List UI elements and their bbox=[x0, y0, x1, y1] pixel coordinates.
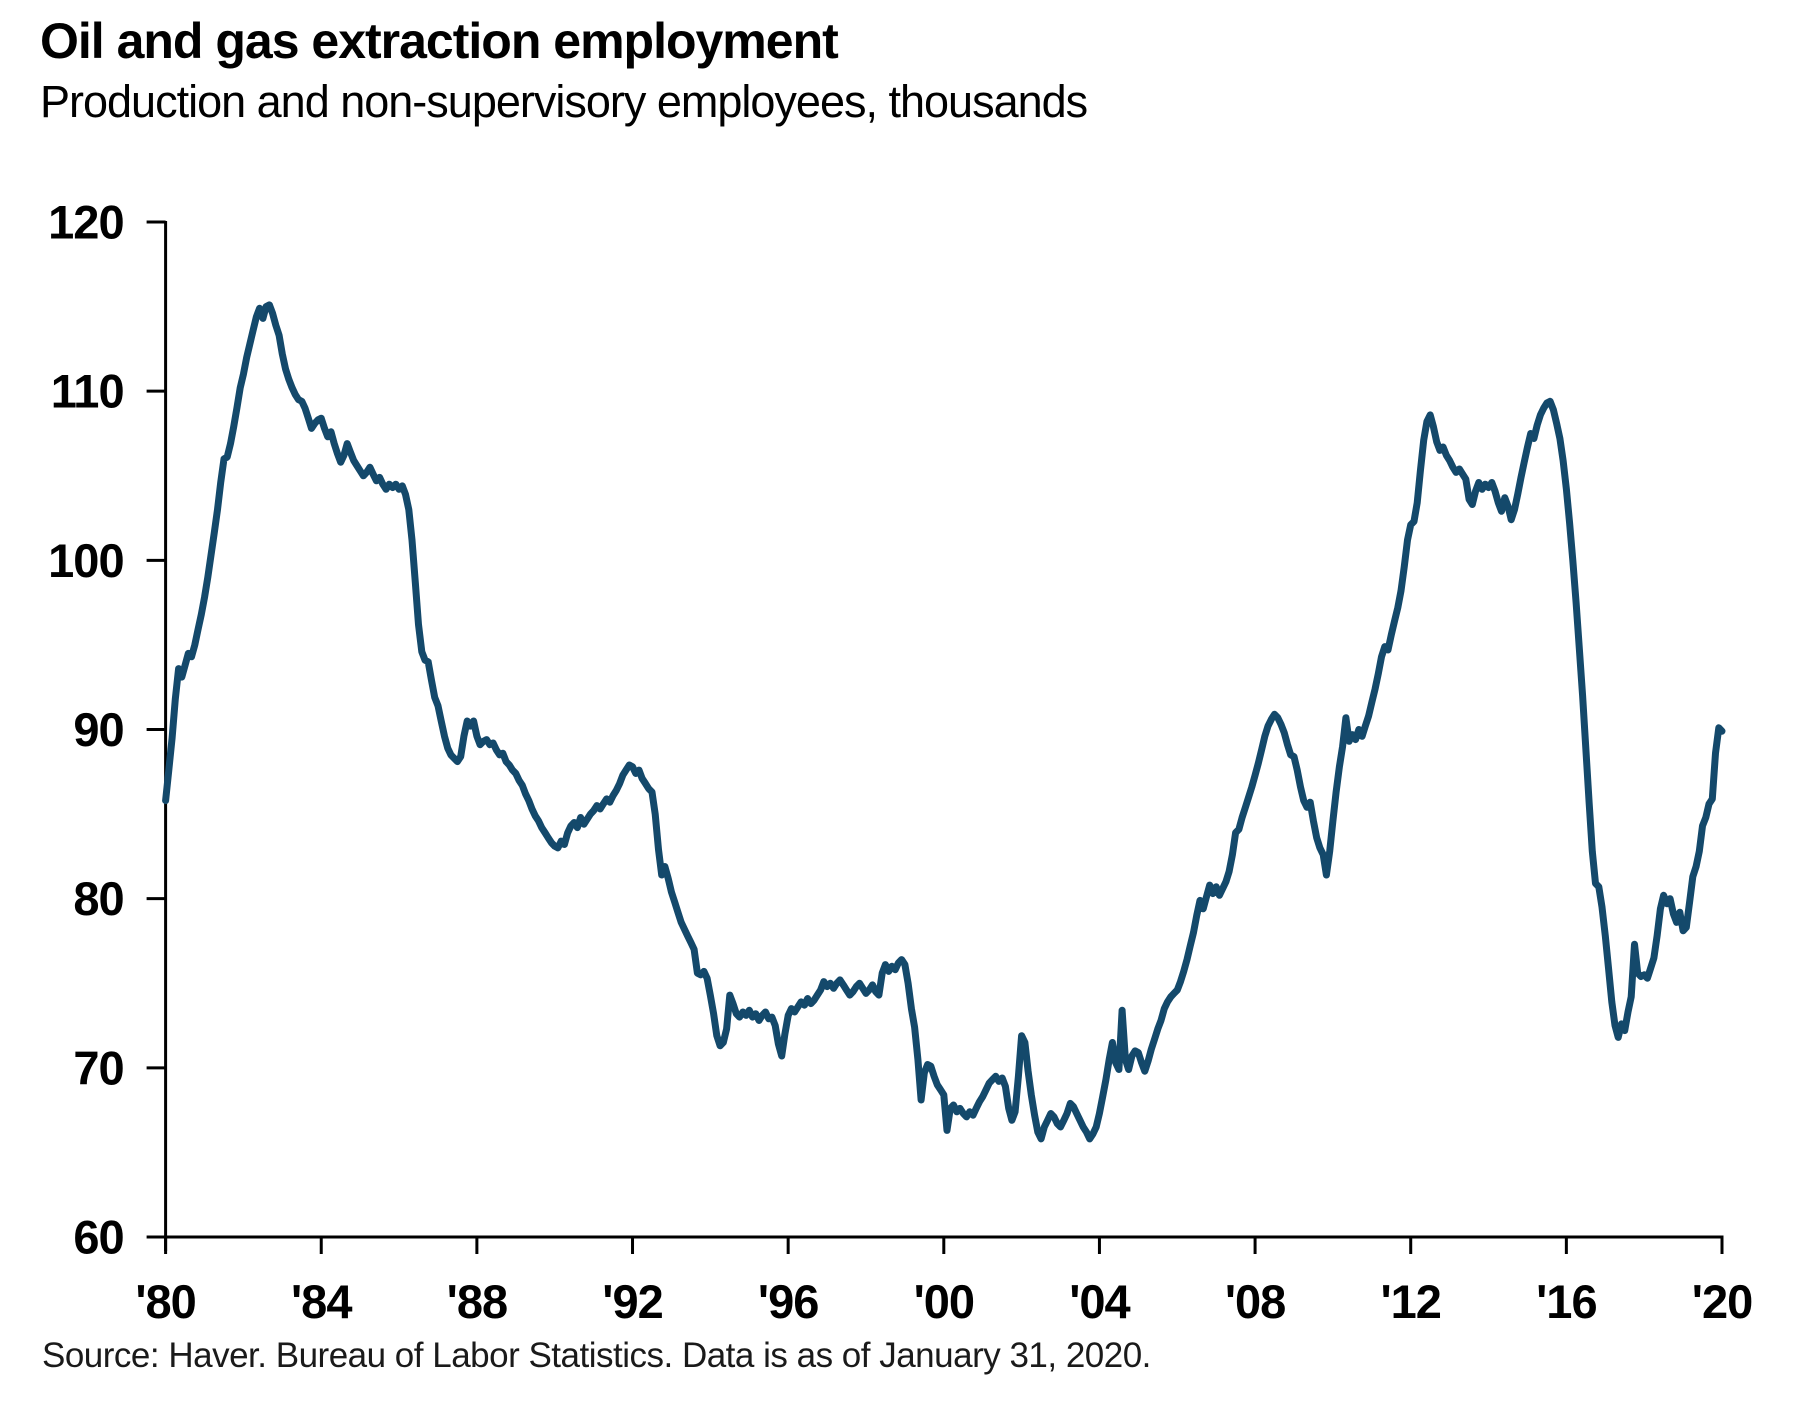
source-note: Source: Haver. Bureau of Labor Statistic… bbox=[42, 1336, 1151, 1375]
x-axis-label: '08 bbox=[1225, 1275, 1285, 1328]
y-axis-label: 70 bbox=[73, 1041, 123, 1094]
chart-title: Oil and gas extraction employment bbox=[40, 13, 839, 69]
x-axis-label: '16 bbox=[1536, 1275, 1596, 1328]
y-axis-label: 120 bbox=[48, 196, 123, 249]
chart-subtitle: Production and non-supervisory employees… bbox=[40, 76, 1088, 127]
x-axis-label: '84 bbox=[291, 1275, 352, 1328]
y-axis-label: 100 bbox=[48, 534, 123, 587]
x-axis-label: '96 bbox=[758, 1275, 818, 1328]
x-axis-label: '92 bbox=[602, 1275, 662, 1328]
y-axis-label: 90 bbox=[73, 703, 123, 756]
x-axis-label: '20 bbox=[1692, 1275, 1752, 1328]
y-axis-label: 110 bbox=[51, 365, 124, 418]
x-axis-label: '12 bbox=[1380, 1275, 1440, 1328]
x-axis-label: '00 bbox=[914, 1275, 974, 1328]
y-axis-label: 80 bbox=[73, 872, 123, 925]
x-axis-label: '88 bbox=[447, 1275, 507, 1328]
x-axis-label: '04 bbox=[1069, 1275, 1130, 1328]
employment-data-line bbox=[162, 301, 1726, 1143]
chart-header: Oil and gas extraction employment Produc… bbox=[40, 13, 1088, 127]
x-axis-label: '80 bbox=[135, 1275, 195, 1328]
y-axis-label: 60 bbox=[73, 1211, 123, 1264]
